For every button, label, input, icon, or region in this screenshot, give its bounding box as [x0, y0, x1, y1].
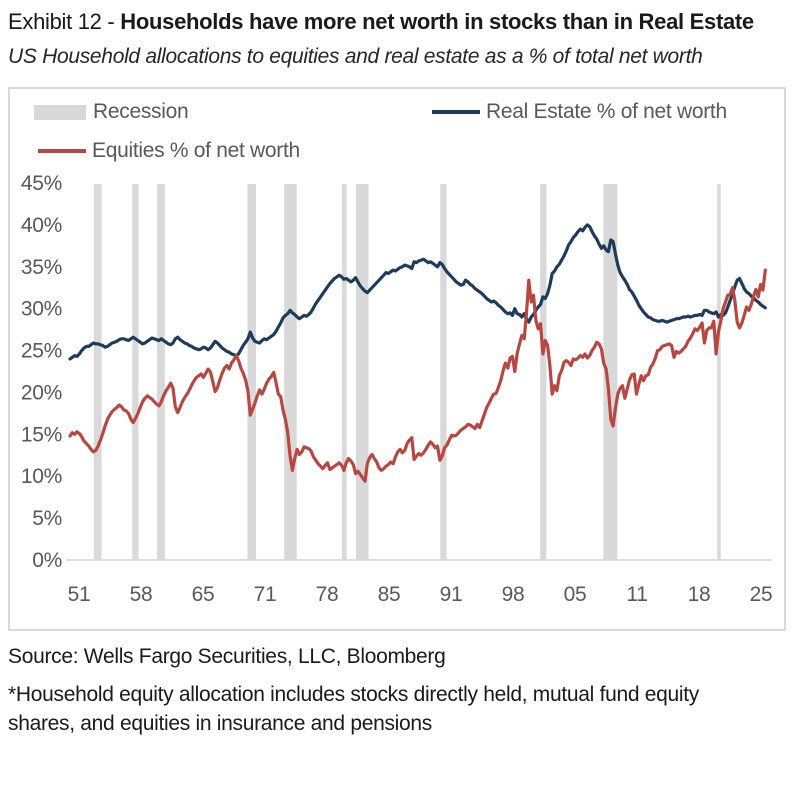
- legend-equities-label: Equities % of net worth: [92, 139, 300, 163]
- x-tick-label: 58: [130, 583, 153, 606]
- chart-subtitle: US Household allocations to equities and…: [8, 44, 703, 68]
- recession-swatch-icon: [34, 104, 86, 120]
- exhibit-title: Exhibit 12 - Households have more net wo…: [8, 8, 786, 36]
- recession-bar: [440, 184, 447, 561]
- y-tick-label: 15%: [21, 424, 62, 447]
- recession-bar: [717, 184, 721, 561]
- source-note: Source: Wells Fargo Securities, LLC, Blo…: [8, 645, 446, 669]
- recession-bars: [93, 184, 721, 561]
- recession-bar: [93, 184, 102, 561]
- y-tick-label: 0%: [32, 549, 62, 572]
- y-tick-label: 45%: [21, 172, 62, 195]
- y-tick-label: 10%: [21, 465, 62, 488]
- real-estate-line-swatch-icon: [432, 110, 480, 115]
- x-tick-label: 25: [750, 583, 773, 606]
- footnote: *Household equity allocation includes st…: [8, 683, 700, 736]
- x-tick-label: 51: [68, 583, 91, 606]
- legend-item-equities: Equities % of net worth: [38, 139, 300, 163]
- recession-bar: [132, 184, 139, 561]
- exhibit-title-bold: Households have more net worth in stocks…: [120, 9, 754, 34]
- x-tick-label: 65: [192, 583, 215, 606]
- legend-real-estate-label: Real Estate % of net worth: [486, 100, 727, 124]
- real-estate-series-line: [68, 223, 767, 361]
- y-axis-labels: 45% 40% 35% 30% 25% 20% 15% 10% 5% 0%: [21, 172, 62, 572]
- recession-bar: [247, 184, 256, 561]
- y-tick-label: 25%: [21, 340, 62, 363]
- recession-bar: [341, 184, 347, 561]
- y-tick-label: 20%: [21, 382, 62, 405]
- recession-bar: [157, 184, 165, 561]
- recession-bar: [540, 184, 547, 561]
- legend-recession-label: Recession: [93, 100, 189, 124]
- x-tick-label: 11: [626, 583, 647, 606]
- y-tick-label: 5%: [32, 507, 62, 530]
- recession-bar: [284, 184, 297, 561]
- x-tick-label: 85: [378, 583, 401, 606]
- x-tick-label: 05: [564, 583, 587, 606]
- y-tick-label: 30%: [21, 298, 62, 321]
- x-tick-label: 71: [254, 583, 277, 606]
- y-tick-label: 40%: [21, 214, 62, 237]
- x-tick-label: 91: [440, 583, 463, 606]
- x-axis-labels: 51 58 65 71 78 85 91 98 05 11 18 25: [68, 583, 773, 606]
- x-tick-label: 98: [502, 583, 525, 606]
- equities-series-line: [68, 268, 767, 484]
- y-tick-label: 35%: [21, 256, 62, 279]
- legend-item-recession: Recession: [34, 100, 189, 124]
- recession-bar: [356, 184, 369, 561]
- x-tick-label: 78: [316, 583, 339, 606]
- x-tick-label: 18: [688, 583, 711, 606]
- allocation-line-chart: 45% 40% 35% 30% 25% 20% 15% 10% 5% 0% 51 58 65 71 78 85…: [21, 172, 773, 606]
- recession-bar: [603, 184, 618, 561]
- chart-container: 45% 40% 35% 30% 25% 20% 15% 10% 5% 0% 51 58 65 71 78 85…: [8, 87, 786, 632]
- equities-line-swatch-icon: [38, 149, 86, 154]
- legend-item-real-estate: Real Estate % of net worth: [432, 100, 727, 124]
- exhibit-number: Exhibit 12 -: [8, 9, 121, 34]
- page: Exhibit 12 - Households have more net wo…: [8, 8, 786, 736]
